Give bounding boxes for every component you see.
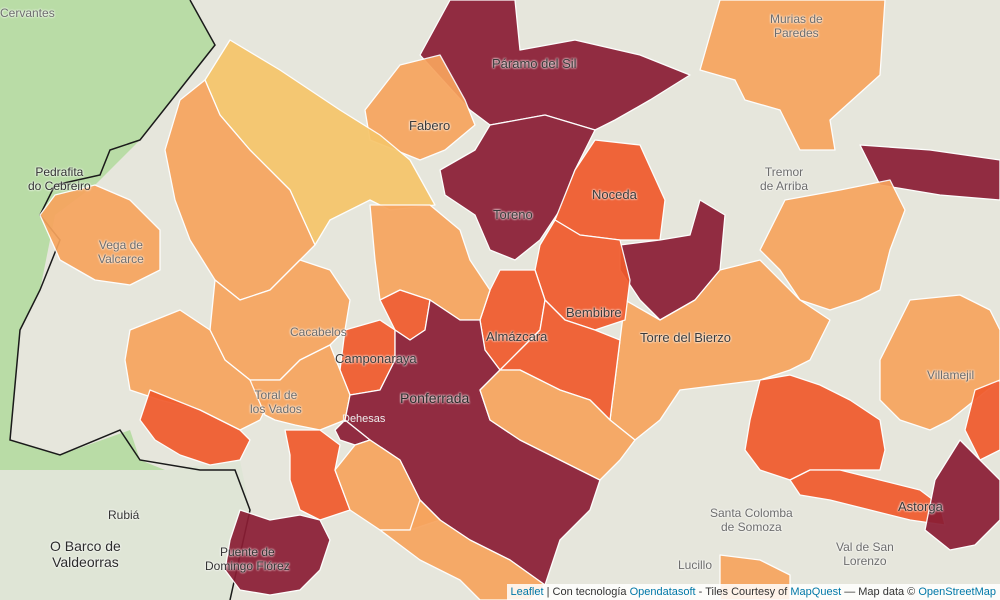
mapquest-link[interactable]: MapQuest [790, 586, 842, 598]
attribution-text-3: — Map data © [841, 586, 919, 598]
leaflet-link[interactable]: Leaflet [510, 586, 544, 598]
galicia-area [0, 0, 215, 470]
region-east-low[interactable] [924, 439, 1000, 551]
region-vega[interactable] [39, 184, 161, 286]
region-priaranza[interactable] [284, 429, 351, 521]
region-paramo[interactable] [419, 0, 691, 131]
attribution-text-2: - Tiles Courtesy of [695, 586, 791, 598]
region-borrenes[interactable] [139, 389, 251, 466]
region-toreno[interactable] [439, 114, 596, 261]
region-quintana[interactable] [744, 374, 886, 481]
region-igueña[interactable] [619, 199, 726, 321]
region-astorga[interactable] [789, 469, 946, 526]
region-folgoso[interactable] [379, 499, 546, 600]
region-fabero[interactable] [364, 54, 476, 161]
attribution-text-1: | Con tecnología [543, 586, 630, 598]
region-tremor[interactable] [759, 179, 906, 311]
region-villamejil[interactable] [879, 294, 1000, 431]
region-puente[interactable] [224, 509, 331, 596]
region-molinaseca[interactable] [479, 369, 636, 481]
osm-link[interactable]: OpenStreetMap [918, 586, 996, 598]
region-east-mid[interactable] [964, 379, 1000, 461]
region-murias[interactable] [699, 0, 886, 151]
region-dehesas[interactable] [334, 419, 371, 446]
map-attribution: Leaflet | Con tecnología Opendatasoft - … [506, 584, 1000, 600]
province-border [9, 0, 251, 600]
opendatasoft-link[interactable]: Opendatasoft [629, 586, 696, 598]
ourense-area [0, 460, 250, 600]
